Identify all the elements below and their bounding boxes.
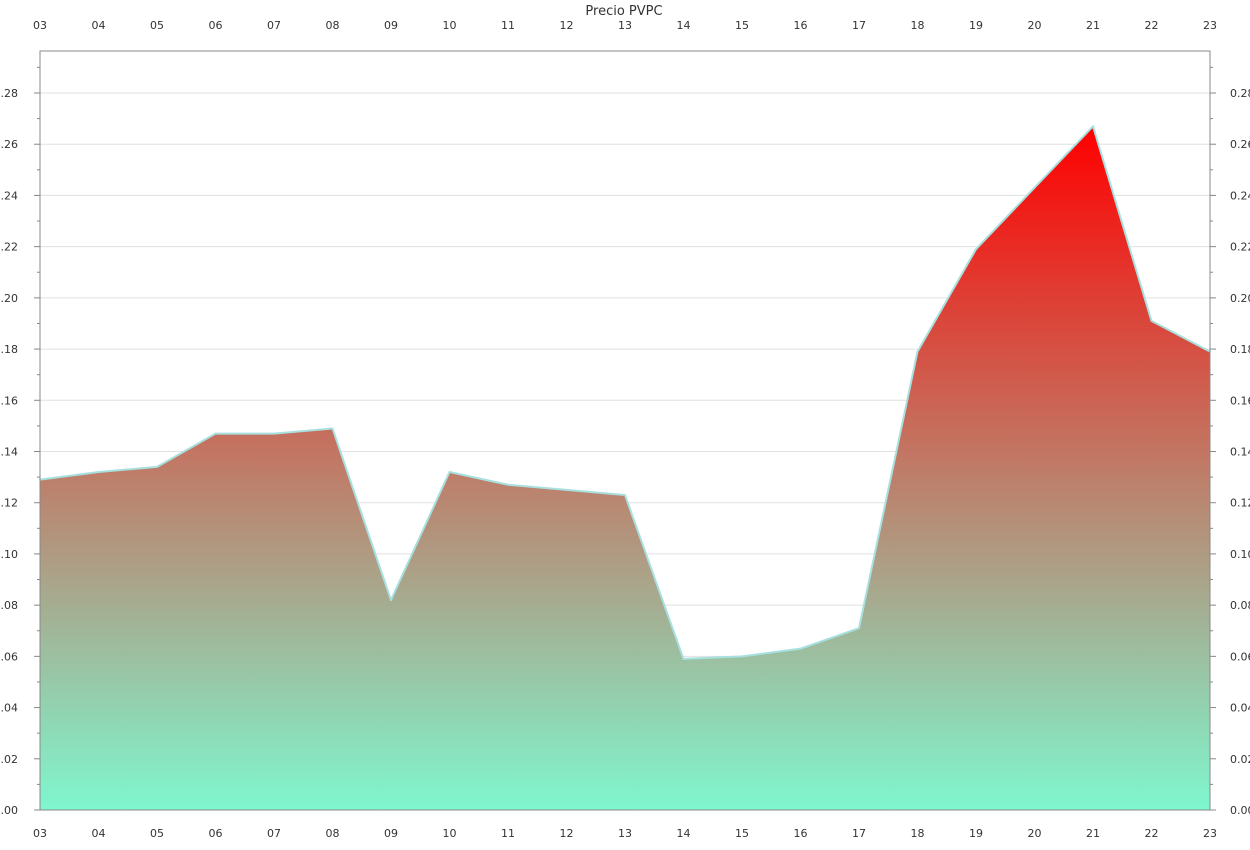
area-layer bbox=[39, 125, 1211, 810]
data-point-17 bbox=[858, 627, 860, 630]
y-tick-label-left: 0.10 bbox=[0, 548, 18, 561]
y-tick-label-right: 0.12 bbox=[1230, 497, 1250, 510]
data-point-18 bbox=[916, 350, 919, 353]
x-tick-label-top: 05 bbox=[150, 19, 164, 32]
plot-frame bbox=[34, 50, 1216, 811]
plot-border bbox=[39, 50, 1211, 811]
x-tick-label-top: 23 bbox=[1203, 19, 1217, 32]
y-tick-label-right: 0.24 bbox=[1230, 189, 1250, 202]
y-tick-label-left: 0.20 bbox=[0, 292, 18, 305]
x-tick-label-top: 13 bbox=[618, 19, 632, 32]
data-point-15 bbox=[741, 655, 743, 658]
x-tick-label-bottom: 11 bbox=[501, 827, 515, 840]
x-tick-label-top: 17 bbox=[852, 19, 866, 32]
x-tick-label-top: 08 bbox=[326, 19, 340, 32]
x-tick-label-bottom: 06 bbox=[209, 827, 223, 840]
y-tick-label-right: 0.26 bbox=[1230, 138, 1250, 151]
data-point-07 bbox=[273, 432, 275, 435]
x-tick-label-bottom: 05 bbox=[150, 827, 164, 840]
y-tick-label-right: 0.02 bbox=[1230, 753, 1250, 766]
y-tick-label-left: 0.08 bbox=[0, 599, 18, 612]
y-tick-label-left: 0.12 bbox=[0, 497, 18, 510]
y-tick-label-right: 0.04 bbox=[1230, 702, 1250, 715]
data-point-12 bbox=[565, 488, 568, 491]
x-tick-label-bottom: 21 bbox=[1086, 827, 1100, 840]
x-tick-label-top: 07 bbox=[267, 19, 281, 32]
x-tick-label-top: 22 bbox=[1145, 19, 1159, 32]
x-tick-label-bottom: 18 bbox=[911, 827, 925, 840]
y-tick-label-right: 0.06 bbox=[1230, 650, 1250, 663]
data-point-20 bbox=[1033, 186, 1036, 189]
price-area bbox=[40, 126, 1210, 810]
x-tick-label-top: 18 bbox=[911, 19, 925, 32]
x-tick-label-top: 09 bbox=[384, 19, 398, 32]
y-tick-label-right: 0.28 bbox=[1230, 87, 1250, 100]
data-point-22 bbox=[1150, 319, 1153, 322]
data-point-09 bbox=[390, 599, 392, 602]
x-tick-label-top: 21 bbox=[1086, 19, 1100, 32]
x-tick-label-bottom: 03 bbox=[33, 827, 47, 840]
x-tick-label-top: 06 bbox=[209, 19, 223, 32]
data-point-08 bbox=[331, 427, 334, 430]
y-tick-label-right: 0.00 bbox=[1230, 804, 1250, 817]
x-tick-label-bottom: 08 bbox=[326, 827, 340, 840]
y-tick-label-right: 0.10 bbox=[1230, 548, 1250, 561]
y-tick-label-left: 0.28 bbox=[0, 87, 18, 100]
x-tick-label-top: 04 bbox=[92, 19, 106, 32]
data-point-19 bbox=[975, 248, 977, 251]
x-tick-label-bottom: 13 bbox=[618, 827, 632, 840]
data-point-14 bbox=[682, 657, 685, 660]
x-tick-label-bottom: 12 bbox=[560, 827, 574, 840]
x-tick-label-bottom: 04 bbox=[92, 827, 106, 840]
x-tick-label-top: 19 bbox=[969, 19, 983, 32]
x-tick-label-top: 03 bbox=[33, 19, 47, 32]
y-tick-label-left: 0.04 bbox=[0, 702, 18, 715]
x-tick-label-top: 20 bbox=[1028, 19, 1042, 32]
y-tick-label-right: 0.20 bbox=[1230, 292, 1250, 305]
y-tick-label-left: 0.02 bbox=[0, 753, 18, 766]
y-tick-label-left: 0.24 bbox=[0, 189, 18, 202]
data-point-04 bbox=[97, 470, 100, 473]
x-tick-label-top: 14 bbox=[677, 19, 691, 32]
x-tick-label-top: 16 bbox=[794, 19, 808, 32]
x-tick-label-bottom: 19 bbox=[969, 827, 983, 840]
data-point-05 bbox=[156, 465, 158, 468]
y-tick-label-right: 0.16 bbox=[1230, 394, 1250, 407]
x-tick-label-bottom: 23 bbox=[1203, 827, 1217, 840]
x-tick-label-top: 15 bbox=[735, 19, 749, 32]
data-point-06 bbox=[214, 432, 217, 435]
data-point-10 bbox=[448, 470, 451, 473]
tick-labels: 0.00 0.00 0.02 0.02 0.04 0.04 0.06 0.06 0.08 0.08… bbox=[0, 19, 1250, 840]
x-tick-label-bottom: 17 bbox=[852, 827, 866, 840]
y-tick-label-left: 0.16 bbox=[0, 394, 18, 407]
y-tick-label-left: 0.18 bbox=[0, 343, 18, 356]
y-tick-label-right: 0.22 bbox=[1230, 241, 1250, 254]
chart-title: Precio PVPC bbox=[585, 4, 662, 19]
x-tick-label-bottom: 15 bbox=[735, 827, 749, 840]
x-tick-label-top: 12 bbox=[560, 19, 574, 32]
x-tick-label-top: 10 bbox=[443, 19, 457, 32]
data-point-13 bbox=[624, 494, 626, 497]
x-tick-label-bottom: 20 bbox=[1028, 827, 1042, 840]
data-point-11 bbox=[507, 483, 509, 486]
y-tick-label-left: 0.22 bbox=[0, 241, 18, 254]
data-point-16 bbox=[799, 647, 802, 650]
y-tick-label-right: 0.14 bbox=[1230, 446, 1250, 459]
x-tick-label-bottom: 14 bbox=[677, 827, 691, 840]
data-point-21 bbox=[1092, 125, 1094, 128]
x-tick-label-bottom: 10 bbox=[443, 827, 457, 840]
y-tick-label-right: 0.08 bbox=[1230, 599, 1250, 612]
y-tick-label-left: 0.26 bbox=[0, 138, 18, 151]
x-tick-label-top: 11 bbox=[501, 19, 515, 32]
x-tick-label-bottom: 09 bbox=[384, 827, 398, 840]
y-tick-label-left: 0.06 bbox=[0, 650, 18, 663]
y-tick-label-left: 0.00 bbox=[0, 804, 18, 817]
x-tick-label-bottom: 22 bbox=[1145, 827, 1159, 840]
x-tick-label-bottom: 07 bbox=[267, 827, 281, 840]
y-tick-label-left: 0.14 bbox=[0, 446, 18, 459]
x-tick-label-bottom: 16 bbox=[794, 827, 808, 840]
y-tick-label-right: 0.18 bbox=[1230, 343, 1250, 356]
